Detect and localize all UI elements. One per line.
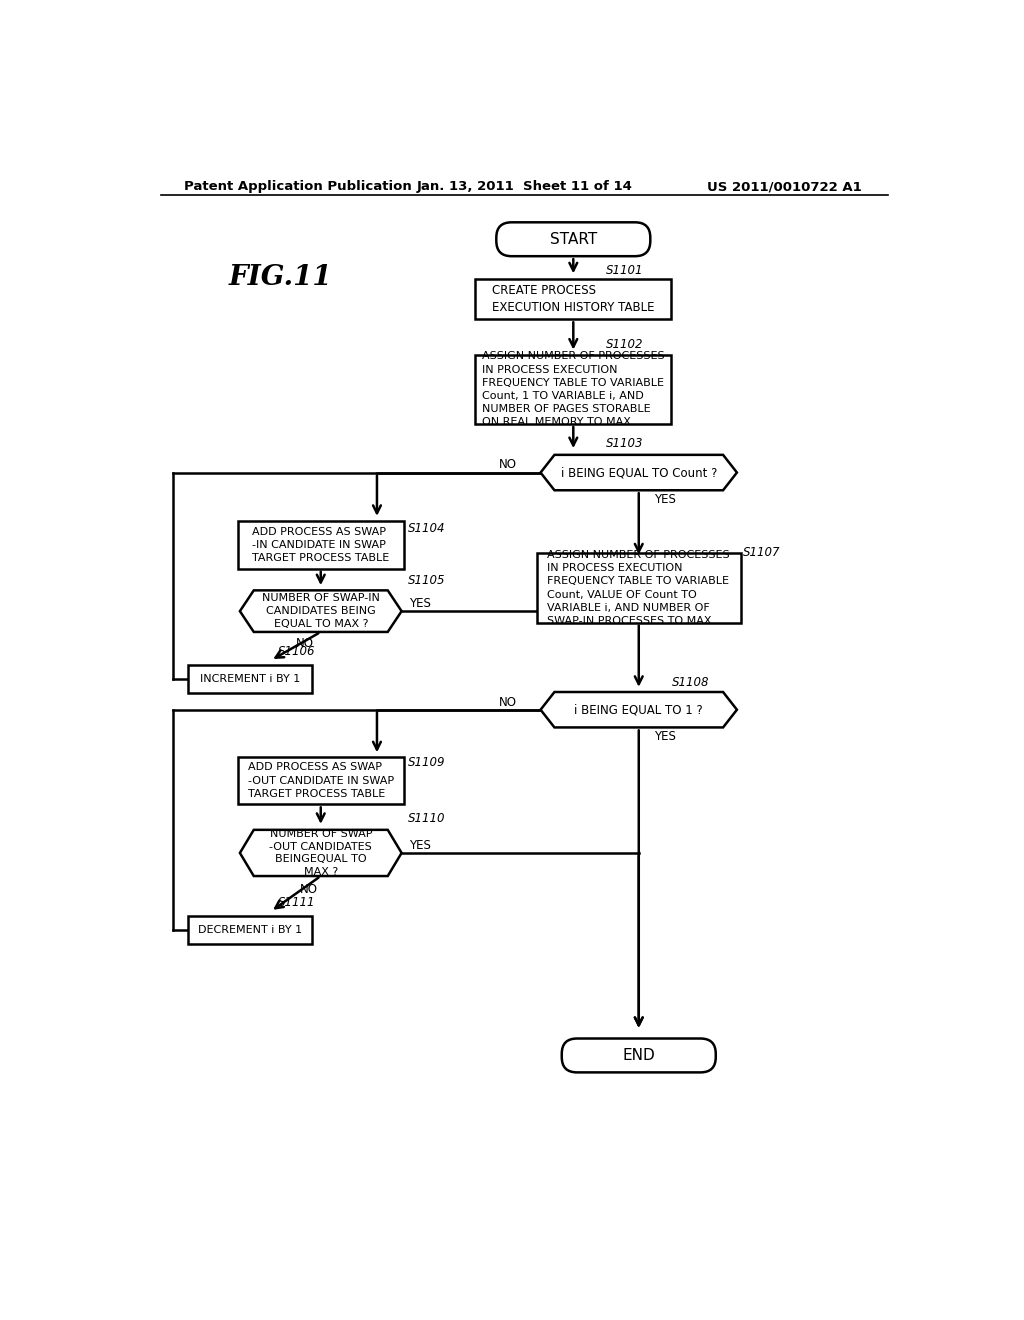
Text: S1104: S1104 — [408, 521, 445, 535]
Text: US 2011/0010722 A1: US 2011/0010722 A1 — [708, 181, 862, 194]
Text: YES: YES — [410, 838, 431, 851]
Bar — [238, 521, 403, 569]
Text: S1108: S1108 — [672, 676, 710, 689]
Bar — [188, 665, 311, 693]
Text: Patent Application Publication: Patent Application Publication — [184, 181, 413, 194]
Text: ADD PROCESS AS SWAP
-OUT CANDIDATE IN SWAP
TARGET PROCESS TABLE: ADD PROCESS AS SWAP -OUT CANDIDATE IN SW… — [248, 763, 394, 799]
Bar — [537, 553, 740, 623]
Text: ADD PROCESS AS SWAP
-IN CANDIDATE IN SWAP
TARGET PROCESS TABLE: ADD PROCESS AS SWAP -IN CANDIDATE IN SWA… — [252, 527, 389, 564]
Text: NO: NO — [300, 883, 318, 896]
Text: FIG.11: FIG.11 — [229, 264, 333, 292]
Text: S1105: S1105 — [408, 574, 445, 587]
Text: S1102: S1102 — [606, 338, 644, 351]
Text: NO: NO — [499, 696, 517, 709]
Text: CREATE PROCESS
EXECUTION HISTORY TABLE: CREATE PROCESS EXECUTION HISTORY TABLE — [493, 284, 654, 314]
Text: Jan. 13, 2011  Sheet 11 of 14: Jan. 13, 2011 Sheet 11 of 14 — [417, 181, 633, 194]
Text: NUMBER OF SWAP
-OUT CANDIDATES
BEINGEQUAL TO
MAX ?: NUMBER OF SWAP -OUT CANDIDATES BEINGEQUA… — [269, 829, 372, 878]
Text: ASSIGN NUMBER OF PROCESSES
IN PROCESS EXECUTION
FREQUENCY TABLE TO VARIABLE
Coun: ASSIGN NUMBER OF PROCESSES IN PROCESS EX… — [482, 351, 665, 428]
Text: S1107: S1107 — [742, 546, 780, 560]
Bar — [475, 355, 672, 424]
Text: i BEING EQUAL TO Count ?: i BEING EQUAL TO Count ? — [560, 466, 717, 479]
Text: START: START — [550, 232, 597, 247]
Text: YES: YES — [654, 492, 676, 506]
Text: NUMBER OF SWAP-IN
CANDIDATES BEING
EQUAL TO MAX ?: NUMBER OF SWAP-IN CANDIDATES BEING EQUAL… — [262, 594, 380, 628]
Text: NO: NO — [296, 638, 314, 649]
Text: S1110: S1110 — [408, 812, 445, 825]
Bar — [475, 280, 672, 319]
FancyBboxPatch shape — [562, 1039, 716, 1072]
Text: i BEING EQUAL TO 1 ?: i BEING EQUAL TO 1 ? — [574, 704, 703, 717]
Bar — [238, 756, 403, 804]
Text: ASSIGN NUMBER OF PROCESSES
IN PROCESS EXECUTION
FREQUENCY TABLE TO VARIABLE
Coun: ASSIGN NUMBER OF PROCESSES IN PROCESS EX… — [548, 550, 730, 626]
Text: S1109: S1109 — [408, 756, 445, 770]
Polygon shape — [240, 830, 401, 876]
Text: S1101: S1101 — [606, 264, 644, 277]
Text: S1103: S1103 — [606, 437, 644, 450]
Bar — [188, 916, 311, 944]
Text: END: END — [623, 1048, 655, 1063]
Text: INCREMENT i BY 1: INCREMENT i BY 1 — [200, 675, 300, 684]
Text: S1111: S1111 — [279, 896, 315, 909]
Text: S1106: S1106 — [279, 644, 315, 657]
Polygon shape — [240, 590, 401, 632]
Text: YES: YES — [410, 597, 431, 610]
Text: YES: YES — [654, 730, 676, 743]
Text: NO: NO — [499, 458, 517, 471]
Polygon shape — [541, 692, 737, 727]
FancyBboxPatch shape — [497, 222, 650, 256]
Text: DECREMENT i BY 1: DECREMENT i BY 1 — [198, 925, 302, 935]
Polygon shape — [541, 455, 737, 490]
